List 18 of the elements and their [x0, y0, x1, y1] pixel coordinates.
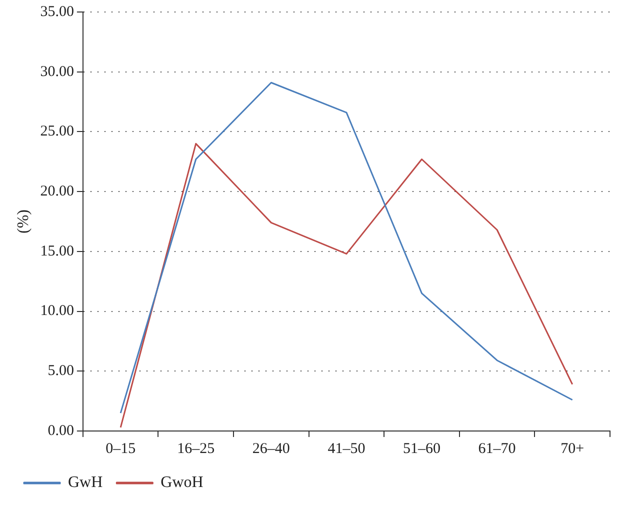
x-tick-label: 70+	[560, 440, 584, 457]
y-tick-label: 30.00	[40, 64, 74, 80]
y-tick-label: 25.00	[40, 124, 74, 140]
y-tick-label: 10.00	[40, 303, 74, 320]
x-tick-label: 41–50	[328, 440, 366, 457]
y-axis-title: (%)	[14, 210, 32, 234]
legend-label: GwoH	[160, 474, 204, 492]
x-tick-label: 51–60	[403, 440, 441, 457]
y-tick-label: 20.00	[40, 184, 74, 200]
x-tick-label: 26–40	[252, 440, 290, 457]
legend-label: GwH	[68, 474, 104, 492]
y-tick-label: 35.00	[40, 4, 74, 20]
x-tick-label: 0–15	[106, 440, 136, 457]
y-tick-label: 15.00	[40, 243, 74, 260]
x-tick-label: 61–70	[478, 440, 516, 457]
y-tick-label: 5.00	[48, 363, 74, 380]
x-tick-label: 16–25	[177, 440, 215, 457]
y-tick-label: 0.00	[48, 422, 74, 439]
